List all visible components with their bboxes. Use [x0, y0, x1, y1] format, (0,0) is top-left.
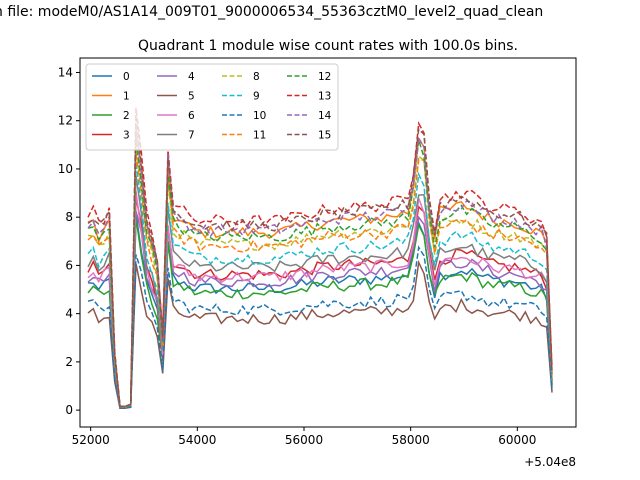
legend-label: 10 — [253, 110, 266, 122]
legend-label: 2 — [123, 110, 130, 122]
x-tick-label: 54000 — [178, 433, 216, 447]
x-tick-label: 52000 — [72, 433, 110, 447]
legend-label: 9 — [253, 91, 260, 103]
legend-label: 6 — [188, 110, 195, 122]
x-offset-label: +5.04e8 — [524, 455, 576, 469]
y-tick-label: 14 — [58, 65, 73, 79]
legend-label: 12 — [318, 71, 331, 83]
x-axis: 52000 54000 56000 58000 60000 — [72, 427, 536, 447]
legend-label: 11 — [253, 130, 266, 142]
legend-label: 7 — [188, 130, 195, 142]
y-tick-label: 10 — [58, 162, 73, 176]
chart-title: Quadrant 1 module wise count rates with … — [138, 38, 518, 54]
y-tick-label: 8 — [65, 210, 73, 224]
x-tick-label: 58000 — [392, 433, 430, 447]
legend-label: 0 — [123, 71, 130, 83]
legend-label: 13 — [318, 91, 331, 103]
figure-suptitle: n file: modeM0/AS1A14_009T01_9000006534_… — [0, 4, 543, 20]
y-tick-label: 12 — [58, 114, 73, 128]
x-tick-label: 56000 — [285, 433, 323, 447]
legend-label: 15 — [318, 130, 331, 142]
legend-label: 4 — [188, 71, 195, 83]
legend-label: 1 — [123, 91, 130, 103]
series-line-15 — [87, 114, 553, 408]
plot-frame — [79, 57, 577, 428]
series-line-9 — [87, 162, 553, 408]
legend-box — [85, 63, 339, 151]
series-line-11 — [87, 152, 553, 408]
y-tick-label: 2 — [65, 355, 73, 369]
legend-label: 8 — [253, 71, 260, 83]
y-tick-label: 4 — [65, 307, 73, 321]
y-tick-label: 6 — [65, 258, 73, 272]
legend-label: 3 — [123, 130, 130, 142]
legend-label: 14 — [318, 110, 332, 122]
y-tick-label: 0 — [65, 403, 73, 417]
series-line-10 — [87, 245, 553, 409]
series-lines — [87, 107, 553, 409]
y-axis: 0 2 4 6 8 10 12 14 — [58, 65, 80, 417]
legend-label: 5 — [188, 91, 195, 103]
x-tick-label: 60000 — [498, 433, 536, 447]
